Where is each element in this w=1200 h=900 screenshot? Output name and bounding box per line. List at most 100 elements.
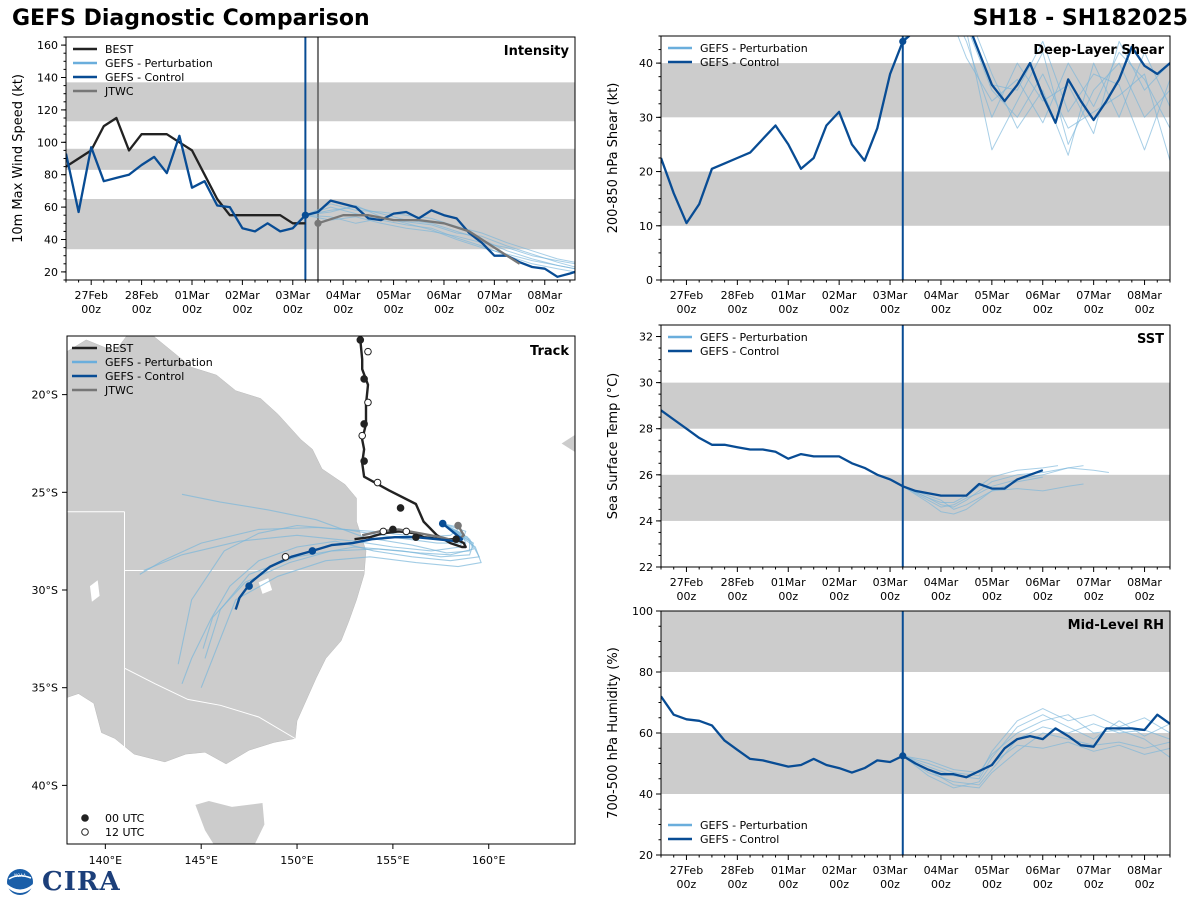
legend-12utc-marker (81, 828, 89, 836)
perturbation-series-line (305, 206, 575, 273)
best-position-marker (356, 336, 365, 344)
x-tick-date: 27Feb (670, 864, 703, 877)
legend-label: GEFS - Control (105, 71, 184, 84)
y-tick-label: 0 (646, 274, 653, 287)
x-tick-date: 06Mar (1025, 864, 1060, 877)
x-tick-date: 02Mar (822, 864, 857, 877)
legend-time-label: 00 UTC (105, 812, 145, 825)
map-group (67, 336, 575, 844)
x-tick-hour: 00z (484, 303, 504, 316)
control-position-marker (281, 552, 290, 561)
jtwc-series-line (317, 214, 521, 265)
perturbation-series-line (902, 36, 1170, 151)
x-tick-date: 06Mar (427, 289, 462, 302)
y-axis-label: 10m Max Wind Speed (kt) (11, 74, 26, 243)
x-tick-date: 01Mar (771, 576, 806, 589)
lon-tick-label: 140°E (89, 854, 122, 867)
x-tick-hour: 00z (778, 590, 798, 603)
best-position-marker (360, 375, 368, 383)
x-tick-hour: 00z (727, 878, 747, 891)
x-tick-date: 04Mar (924, 289, 959, 302)
x-tick-hour: 00z (880, 590, 900, 603)
panel-title: Track (530, 344, 569, 359)
lat-tick-label: 20°S (32, 389, 58, 402)
rh-chart: 2040608010027Feb00z28Feb00z01Mar00z02Mar… (606, 606, 1171, 891)
state-border (124, 667, 296, 739)
threshold-band (661, 474, 1170, 521)
perturbation-series-line (902, 732, 1170, 789)
perturbation-track (177, 523, 467, 665)
noaa-logo-icon: NOAA (7, 869, 33, 895)
control-track (234, 522, 464, 610)
best-position-marker (360, 420, 368, 428)
x-tick-date: 02Mar (822, 289, 857, 302)
x-tick-date: 03Mar (275, 289, 310, 302)
x-tick-hour: 00z (434, 303, 454, 316)
shear-chart: 01020304027Feb00z28Feb00z01Mar00z02Mar00… (606, 35, 1171, 316)
x-tick-date: 07Mar (477, 289, 512, 302)
legend-label: GEFS - Perturbation (700, 819, 808, 832)
x-tick-hour: 00z (677, 590, 697, 603)
figure-title: GEFS Diagnostic Comparison (12, 6, 370, 31)
cira-logo-text: CIRA (42, 867, 121, 897)
lon-tick-label: 150°E (280, 854, 313, 867)
x-tick-date: 06Mar (1025, 576, 1060, 589)
threshold-band (66, 82, 575, 122)
plot-frame (660, 324, 1171, 568)
x-tick-hour: 00z (829, 878, 849, 891)
x-tick-date: 08Mar (1127, 864, 1162, 877)
intensity-chart: 2040608010012014016027Feb00z28Feb00z01Ma… (11, 36, 576, 316)
x-tick-date: 05Mar (974, 864, 1009, 877)
perturbation-series-line (902, 465, 1084, 508)
y-tick-label: 10 (639, 220, 653, 233)
perturbation-series-line (902, 741, 1170, 789)
control-series-line (661, 409, 1044, 497)
legend-label: BEST (105, 43, 133, 56)
x-tick-hour: 00z (283, 303, 303, 316)
x-tick-date: 06Mar (1025, 289, 1060, 302)
x-tick-hour: 00z (182, 303, 202, 316)
x-tick-date: 05Mar (974, 576, 1009, 589)
sst-chart: 22242628303227Feb00z28Feb00z01Mar00z02Ma… (606, 324, 1171, 603)
x-tick-date: 27Feb (670, 289, 703, 302)
x-tick-date: 01Mar (771, 289, 806, 302)
x-tick-hour: 00z (982, 303, 1002, 316)
x-tick-date: 04Mar (924, 576, 959, 589)
best-position-marker (364, 398, 372, 407)
x-tick-hour: 00z (982, 590, 1002, 603)
x-tick-hour: 00z (1033, 878, 1053, 891)
series-group (66, 116, 575, 278)
panel-title: SST (1137, 332, 1164, 347)
x-tick-hour: 00z (1135, 590, 1155, 603)
best-position-marker (412, 533, 420, 542)
x-tick-hour: 00z (931, 303, 951, 316)
lon-tick-label: 160°E (472, 854, 505, 867)
legend-label: GEFS - Control (700, 345, 779, 358)
best-position-marker (402, 527, 411, 536)
best-track (354, 339, 467, 549)
init-marker (899, 37, 907, 46)
x-tick-date: 02Mar (225, 289, 260, 302)
tasmania-landmass (195, 801, 265, 844)
best-position-marker (360, 457, 368, 465)
best-position-marker (373, 478, 382, 487)
legend-00utc-marker (81, 814, 89, 822)
y-tick-label: 20 (639, 849, 653, 862)
x-tick-date: 05Mar (376, 289, 411, 302)
y-tick-label: 160 (37, 39, 58, 52)
x-tick-date: 28Feb (125, 289, 158, 302)
perturbation-series-line (902, 483, 1084, 510)
x-tick-hour: 00z (982, 878, 1002, 891)
jtwc-position-marker (454, 521, 462, 530)
x-tick-date: 03Mar (873, 864, 908, 877)
perturbation-series-line (902, 723, 1170, 786)
x-tick-hour: 00z (132, 303, 152, 316)
x-tick-hour: 00z (727, 303, 747, 316)
legend-label: BEST (105, 342, 133, 355)
y-tick-label: 60 (639, 727, 653, 740)
best-position-marker (389, 525, 397, 534)
threshold-band (661, 171, 1170, 226)
x-tick-date: 08Mar (1127, 576, 1162, 589)
legend-label: GEFS - Perturbation (700, 331, 808, 344)
perturbation-series-line (902, 36, 1170, 151)
